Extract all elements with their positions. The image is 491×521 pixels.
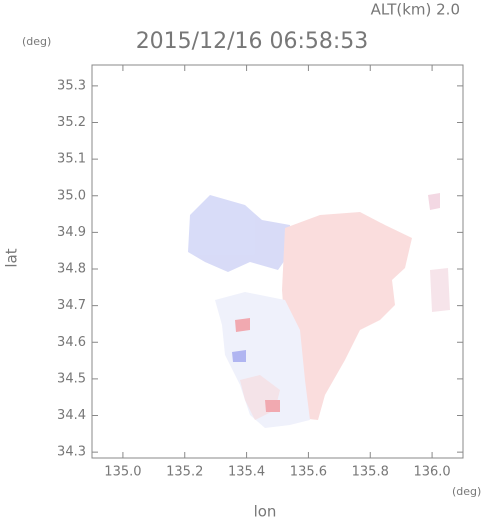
y-tick-label: 34.5 — [57, 371, 86, 386]
x-tick-label: 135.4 — [228, 465, 265, 480]
y-tick-label: 34.8 — [57, 262, 86, 277]
blue-echo — [188, 195, 292, 272]
red-spot — [235, 318, 250, 332]
y-tick-label: 35.0 — [57, 188, 86, 203]
x-axis-label: lon — [254, 503, 277, 521]
plot-frame — [91, 64, 464, 459]
y-tick-label: 34.9 — [57, 225, 86, 240]
red-spot — [265, 400, 280, 412]
chart-title: 2015/12/16 06:58:53 — [136, 29, 369, 54]
x-tick-label: 135.0 — [104, 465, 141, 480]
y-tick-label: 34.4 — [57, 408, 86, 423]
small-echo — [428, 193, 440, 210]
y-tick-label: 35.1 — [57, 152, 86, 167]
x-tick-label: 135.6 — [290, 465, 327, 480]
y-tick-label: 35.3 — [57, 78, 86, 93]
x-tick-label: 135.2 — [166, 465, 203, 480]
annotation: ALT(km) 2.0 — [371, 1, 460, 19]
y-axis-label: lat — [3, 248, 21, 267]
y-tick-label: 34.7 — [57, 298, 86, 313]
red-echo — [282, 212, 412, 420]
y-unit: (deg) — [22, 35, 51, 48]
y-tick-label: 34.3 — [57, 445, 86, 460]
blue-spot — [232, 350, 246, 362]
x-unit: (deg) — [452, 485, 481, 498]
x-tick-label: 136.0 — [413, 465, 450, 480]
x-tick-label: 135.8 — [352, 465, 389, 480]
y-tick-label: 34.6 — [57, 335, 86, 350]
small-echo — [430, 268, 450, 312]
radar-field — [188, 193, 450, 428]
y-tick-label: 35.2 — [57, 115, 86, 130]
